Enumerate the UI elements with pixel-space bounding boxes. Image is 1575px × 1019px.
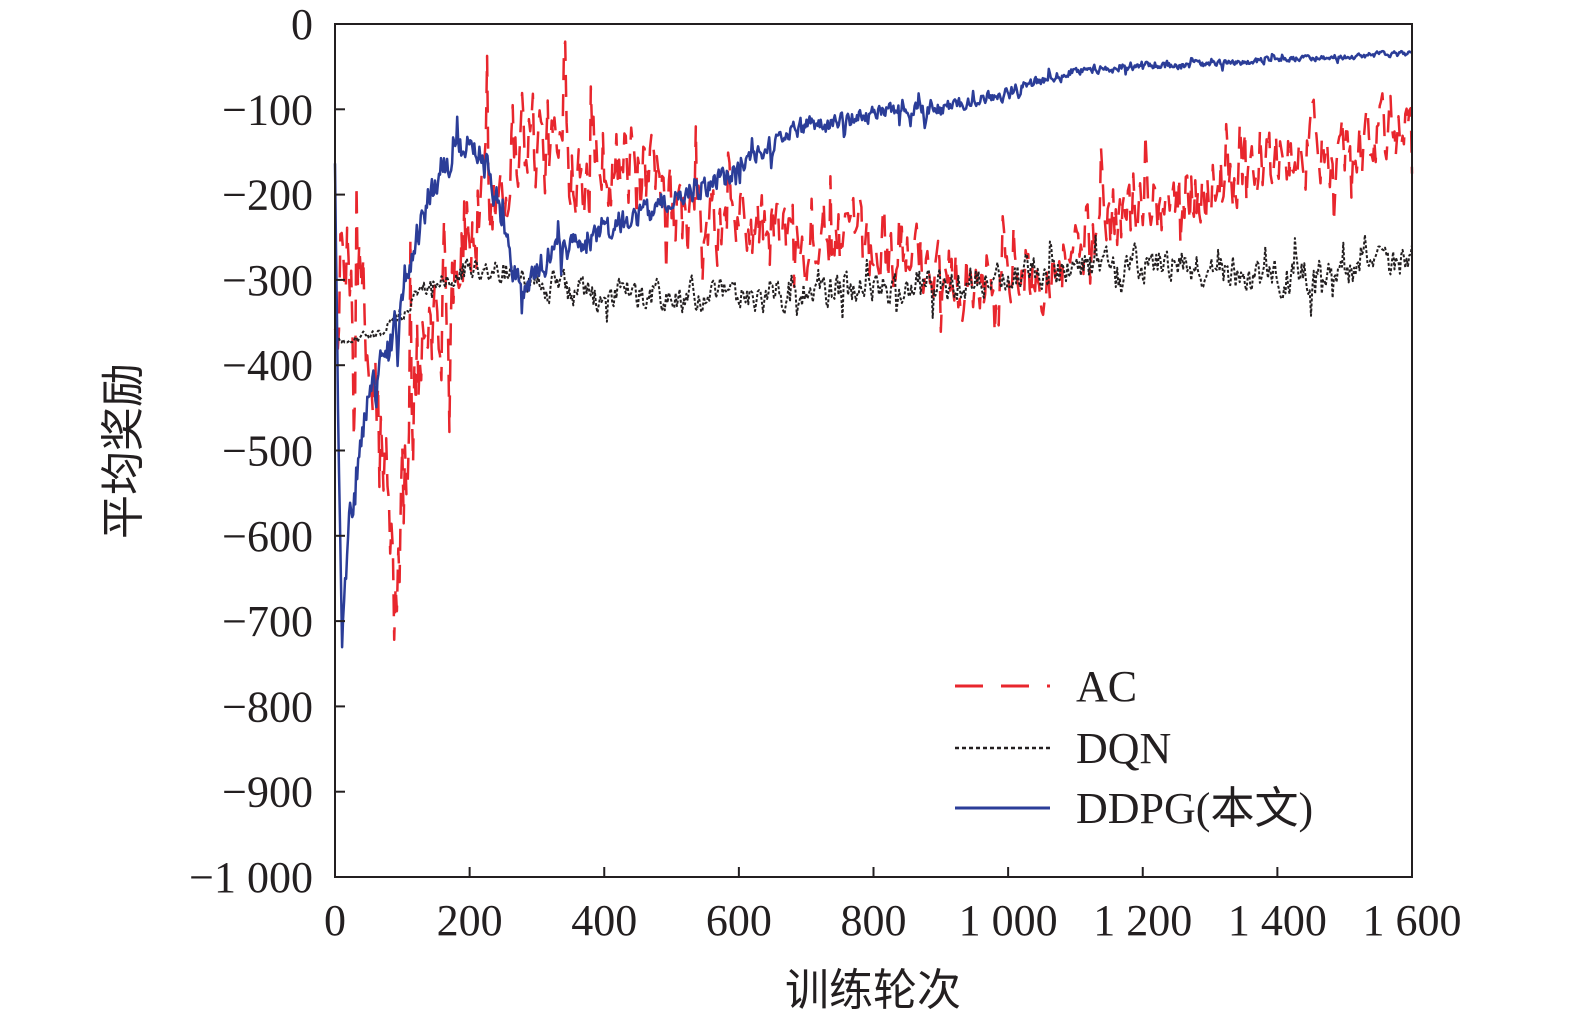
y-tick-label: −300 <box>222 256 313 305</box>
legend-label-dqn: DQN <box>1076 724 1171 773</box>
y-tick-label: 0 <box>291 0 313 49</box>
x-tick-label: 1 200 <box>1093 896 1192 945</box>
series-dqn <box>334 233 1413 344</box>
series-line-ac <box>333 40 1414 642</box>
y-tick-label: −500 <box>222 427 313 476</box>
x-axis: 0 200 400 600 800 1 000 1 200 1 400 1 600 <box>324 867 1462 945</box>
y-axis-label: 平均奖励 <box>99 363 148 539</box>
y-tick-label: −900 <box>222 768 313 817</box>
x-tick-label: 1 000 <box>959 896 1058 945</box>
legend-label-ac: AC <box>1076 662 1137 711</box>
y-axis: 0 −100 −200 −300 −400 −500 −600 −700 −800 −900 −1 … <box>189 0 345 902</box>
y-tick-label: −400 <box>222 341 313 390</box>
series-line-dqn <box>334 233 1413 344</box>
series-line-ddpg <box>333 49 1412 649</box>
x-tick-label: 1 600 <box>1363 896 1462 945</box>
y-tick-label: −200 <box>222 171 313 220</box>
y-tick-label: −700 <box>222 597 313 646</box>
y-tick-label: −100 <box>222 85 313 134</box>
series-ac <box>333 40 1414 642</box>
legend-label-ddpg: DDPG(本文) <box>1076 784 1313 833</box>
x-tick-label: 200 <box>437 896 503 945</box>
x-axis-label: 训练轮次 <box>785 966 961 1015</box>
y-tick-label: −800 <box>222 682 313 731</box>
x-tick-label: 400 <box>571 896 637 945</box>
x-tick-label: 600 <box>706 896 772 945</box>
y-tick-label: −600 <box>222 512 313 561</box>
legend: AC DQN DDPG(本文) <box>955 662 1313 833</box>
x-tick-label: 800 <box>841 896 907 945</box>
series-ddpg <box>333 49 1412 649</box>
y-tick-label: −1 000 <box>189 853 313 902</box>
x-tick-label: 0 <box>324 896 346 945</box>
x-tick-label: 1 400 <box>1228 896 1327 945</box>
